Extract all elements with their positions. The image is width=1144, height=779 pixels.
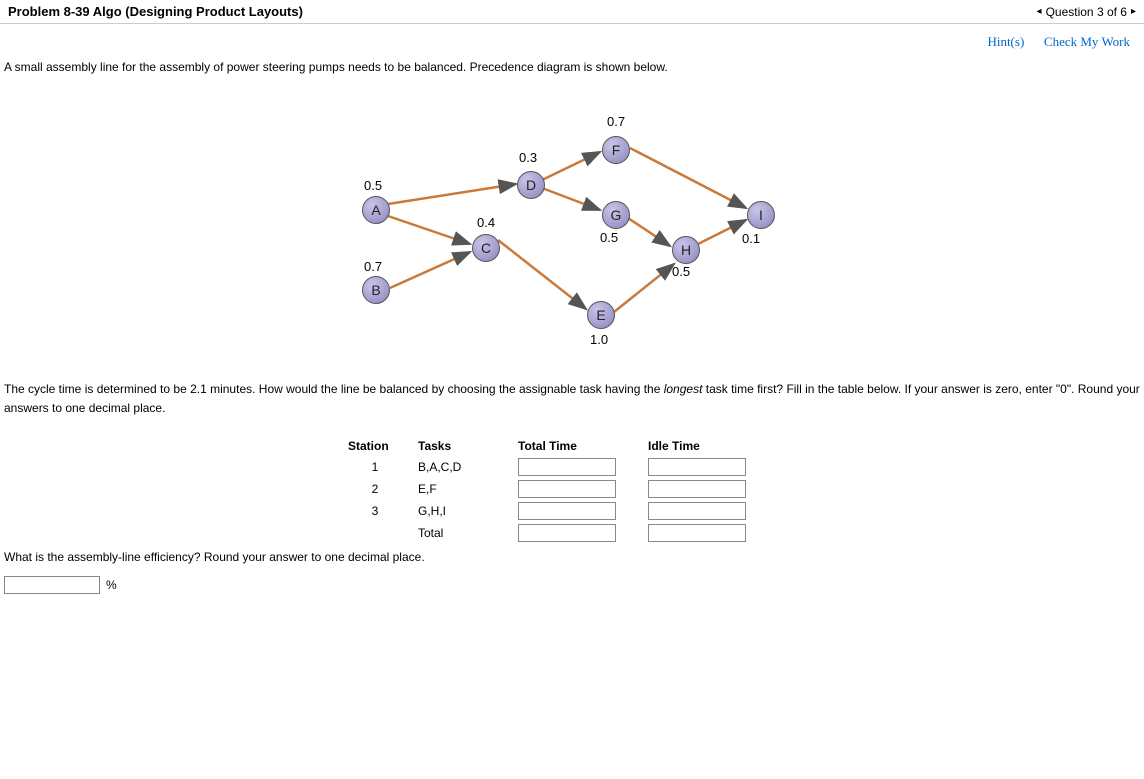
idle-time-2-input[interactable] — [648, 480, 746, 498]
problem-title: Problem 8-39 Algo (Designing Product Lay… — [8, 4, 303, 19]
time-i: 0.1 — [742, 231, 760, 246]
node-d: D — [517, 171, 545, 199]
question-2: The cycle time is determined to be 2.1 m… — [0, 376, 1144, 430]
balance-table: Station Tasks Total Time Idle Time 1 B,A… — [340, 436, 760, 544]
efficiency-input[interactable] — [4, 576, 100, 594]
total-time-3-input[interactable] — [518, 502, 616, 520]
col-total: Total Time — [510, 436, 640, 456]
time-e: 1.0 — [590, 332, 608, 347]
time-a: 0.5 — [364, 178, 382, 193]
node-g: G — [602, 201, 630, 229]
prev-arrow[interactable]: ◂ — [1037, 6, 1042, 17]
node-c: C — [472, 234, 500, 262]
table-row: 2 E,F — [340, 478, 760, 500]
time-b: 0.7 — [364, 259, 382, 274]
idle-time-1-input[interactable] — [648, 458, 746, 476]
total-time-sum-input[interactable] — [518, 524, 616, 542]
idle-time-sum-input[interactable] — [648, 524, 746, 542]
time-d: 0.3 — [519, 150, 537, 165]
question-counter: Question 3 of 6 — [1046, 5, 1127, 19]
next-arrow[interactable]: ▸ — [1131, 6, 1136, 17]
time-h: 0.5 — [672, 264, 690, 279]
total-time-2-input[interactable] — [518, 480, 616, 498]
table-row: Total — [340, 522, 760, 544]
question-nav: ◂ Question 3 of 6 ▸ — [1037, 5, 1136, 19]
col-idle: Idle Time — [640, 436, 760, 456]
time-g: 0.5 — [600, 230, 618, 245]
table-row: 3 G,H,I — [340, 500, 760, 522]
percent-label: % — [106, 578, 117, 592]
node-h: H — [672, 236, 700, 264]
problem-intro: A small assembly line for the assembly o… — [0, 56, 1144, 86]
node-e: E — [587, 301, 615, 329]
col-tasks: Tasks — [410, 436, 510, 456]
node-i: I — [747, 201, 775, 229]
hints-link[interactable]: Hint(s) — [987, 34, 1024, 49]
table-row: 1 B,A,C,D — [340, 456, 760, 478]
precedence-diagram: A B C D E F G H I 0.5 0.7 0.4 0.3 1.0 0.… — [342, 96, 802, 356]
node-f: F — [602, 136, 630, 164]
question-3: What is the assembly-line efficiency? Ro… — [0, 544, 1144, 570]
check-work-link[interactable]: Check My Work — [1044, 34, 1130, 49]
time-c: 0.4 — [477, 215, 495, 230]
node-a: A — [362, 196, 390, 224]
node-b: B — [362, 276, 390, 304]
idle-time-3-input[interactable] — [648, 502, 746, 520]
time-f: 0.7 — [607, 114, 625, 129]
col-station: Station — [340, 436, 410, 456]
total-time-1-input[interactable] — [518, 458, 616, 476]
